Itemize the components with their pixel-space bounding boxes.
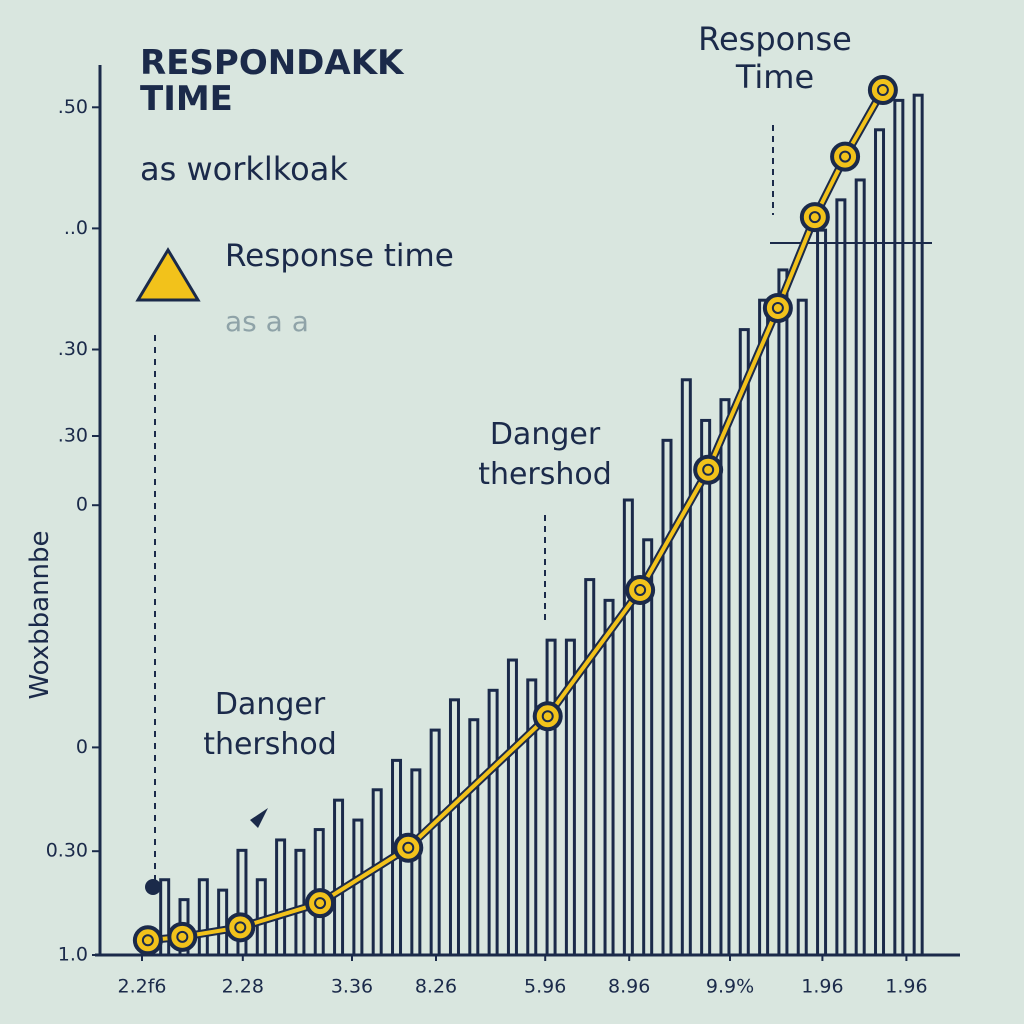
y-tick-label: .50 [58,96,88,118]
x-tick-label: 8.96 [608,976,650,998]
bar [468,718,480,957]
x-tick-label: 1.96 [801,976,843,998]
marker [393,832,424,863]
marker [305,888,336,919]
marker-center [234,921,247,934]
bar [352,818,364,957]
bar [506,658,518,957]
marker-center [541,710,554,723]
bar [816,228,828,957]
x-tick-label: 3.36 [331,976,373,998]
marker-center [634,583,647,596]
bar [700,418,712,957]
marker [799,202,830,233]
legend-icon [135,247,201,302]
marker [693,454,724,485]
bar [526,678,538,957]
bar [758,298,770,957]
marker-center [771,301,784,314]
x-tick-label: 9.9% [706,976,754,998]
annotation: Danger thershod [203,687,337,762]
arrow [250,808,268,828]
bar [545,638,557,957]
marker-center [808,211,821,224]
bar [796,298,808,957]
bar [777,268,789,957]
bar [680,378,692,957]
marker [625,574,656,605]
bar [448,698,460,957]
bar [236,848,248,957]
marker-center [876,84,889,96]
y-tick-label: ..0 [64,217,88,239]
bar [912,93,924,957]
marker [762,292,793,323]
bar [217,888,229,957]
x-tick-label: 2.28 [222,976,264,998]
annotation: as a a [225,305,309,338]
bar [487,688,499,957]
x-tick-label: 1.96 [885,976,927,998]
y-tick-label: 0 [76,494,88,516]
y-tick-label: 0.30 [46,840,88,862]
marker-center [402,841,415,854]
x-tick-label: 2.2f6 [118,976,167,998]
marker-center [314,897,327,910]
marker [867,75,898,105]
y-tick-label: 1.0 [58,944,88,966]
marker [830,141,861,172]
y-tick-label: 0 [76,736,88,758]
marker [132,925,163,956]
bar [642,538,654,957]
bar [429,728,441,957]
bar [603,598,615,957]
subtitle: as worklkoak [140,150,348,188]
marker [167,921,198,952]
annotation: Danger thershod [478,417,612,492]
guide-dot [145,879,161,895]
marker-center [839,150,852,163]
x-tick-label: 5.96 [524,976,566,998]
annotation: Response Time [698,20,852,96]
y-axis-label: Woxbbannbe [25,530,55,700]
marker-center [176,930,189,943]
bar [874,128,886,957]
bar [410,768,422,957]
bar [835,198,847,957]
bar [159,878,171,957]
marker [225,912,256,943]
bar [294,848,306,957]
marker-center [702,463,715,476]
bar [854,178,866,957]
x-tick-label: 8.26 [415,976,457,998]
y-tick-label: .30 [58,338,88,360]
bar [738,328,750,957]
bar [584,578,596,957]
bar [564,638,576,957]
bar [197,878,209,957]
marker [532,701,563,732]
legend-label: Response time [225,238,454,274]
bar [893,98,905,957]
bar [333,798,345,957]
bar [661,438,673,957]
title: RESPONDAKK TIME [140,43,404,119]
marker-center [141,934,154,947]
bar [622,498,634,957]
bar [719,398,731,957]
bar [275,838,287,957]
y-tick-label: .30 [58,425,88,447]
